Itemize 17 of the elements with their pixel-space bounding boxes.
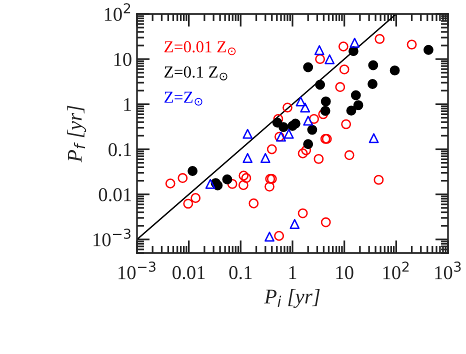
x-tick-label: 0.01: [172, 266, 205, 280]
text: Z=0.01 Z$_{⊙}$: [164, 41, 236, 56]
y-tick-label: 0.1: [108, 143, 131, 156]
text: Z=0.1 Z$_{⊙}$: [164, 66, 228, 80]
y-axis-title: P$_{f}$ [yr]: [67, 106, 86, 162]
x-tick-label: 10: [336, 266, 354, 280]
y-tick-label: 10: [114, 52, 132, 66]
x-tick-label: 1: [289, 266, 296, 279]
x-tick-label: 10$^{3}$: [435, 262, 461, 280]
x-tick-label: 0.1: [229, 266, 252, 280]
text: Z=Z$_{⊙}$: [164, 92, 202, 106]
y-tick-label: 0.01: [98, 188, 131, 202]
x-tick-label: 10$^{2}$: [383, 262, 409, 280]
y-tick-label: 10$^{2}$: [104, 3, 130, 21]
x-axis-title: P$_{i}$ [yr]: [264, 288, 320, 308]
y-tick-label: 1: [124, 98, 131, 111]
y-tick-label: 10$^{−3}$: [94, 228, 130, 246]
